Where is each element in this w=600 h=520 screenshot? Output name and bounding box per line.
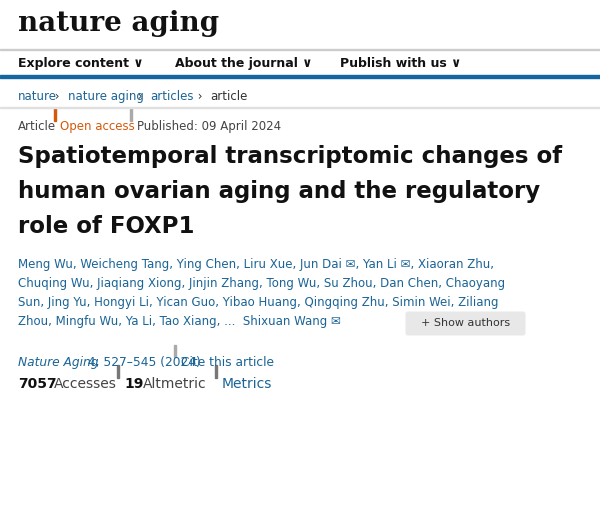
Text: Sun, Jing Yu, Hongyi Li, Yican Guo, Yibao Huang, Qingqing Zhu, Simin Wei, Zilian: Sun, Jing Yu, Hongyi Li, Yican Guo, Yiba… (18, 296, 499, 309)
Text: Accesses: Accesses (54, 377, 117, 391)
Text: 4, 527–545 (2024): 4, 527–545 (2024) (84, 356, 201, 369)
Bar (54, 108, 56, 121)
Text: Explore content ∨: Explore content ∨ (18, 57, 143, 70)
Bar (215, 365, 217, 378)
Text: Publish with us ∨: Publish with us ∨ (340, 57, 461, 70)
Text: Cite this article: Cite this article (181, 356, 274, 369)
Text: ›: › (194, 90, 206, 103)
Text: Chuqing Wu, Jiaqiang Xiong, Jinjin Zhang, Tong Wu, Su Zhou, Dan Chen, Chaoyang: Chuqing Wu, Jiaqiang Xiong, Jinjin Zhang… (18, 277, 505, 290)
Text: Nature Aging: Nature Aging (18, 356, 98, 369)
Bar (174, 345, 176, 357)
Text: Article: Article (18, 120, 56, 133)
Bar (0, 75, 600, 78)
Text: Altmetric: Altmetric (143, 377, 206, 391)
Bar (0, 107, 600, 108)
Text: articles: articles (150, 90, 193, 103)
Text: ›: › (51, 90, 63, 103)
Bar (130, 108, 131, 121)
Text: human ovarian aging and the regulatory: human ovarian aging and the regulatory (18, 180, 540, 203)
Text: Open access: Open access (60, 120, 135, 133)
Text: Spatiotemporal transcriptomic changes of: Spatiotemporal transcriptomic changes of (18, 145, 562, 168)
Text: Meng Wu, Weicheng Tang, Ying Chen, Liru Xue, Jun Dai ✉, Yan Li ✉, Xiaoran Zhu,: Meng Wu, Weicheng Tang, Ying Chen, Liru … (18, 258, 494, 271)
Text: Zhou, Mingfu Wu, Ya Li, Tao Xiang, ...  Shixuan Wang ✉: Zhou, Mingfu Wu, Ya Li, Tao Xiang, ... S… (18, 315, 341, 328)
Bar (117, 365, 119, 378)
Text: 7057: 7057 (18, 377, 56, 391)
Text: role of FOXP1: role of FOXP1 (18, 215, 194, 238)
Text: Published: 09 April 2024: Published: 09 April 2024 (137, 120, 281, 133)
Text: + Show authors: + Show authors (421, 318, 510, 328)
Bar (0, 49, 600, 50)
Text: nature: nature (18, 90, 57, 103)
Text: nature aging: nature aging (67, 90, 143, 103)
Text: ›: › (133, 90, 146, 103)
Text: 19: 19 (124, 377, 143, 391)
Text: article: article (211, 90, 248, 103)
Text: About the journal ∨: About the journal ∨ (175, 57, 313, 70)
Text: Metrics: Metrics (222, 377, 272, 391)
FancyBboxPatch shape (406, 311, 526, 335)
Text: nature aging: nature aging (18, 10, 219, 37)
